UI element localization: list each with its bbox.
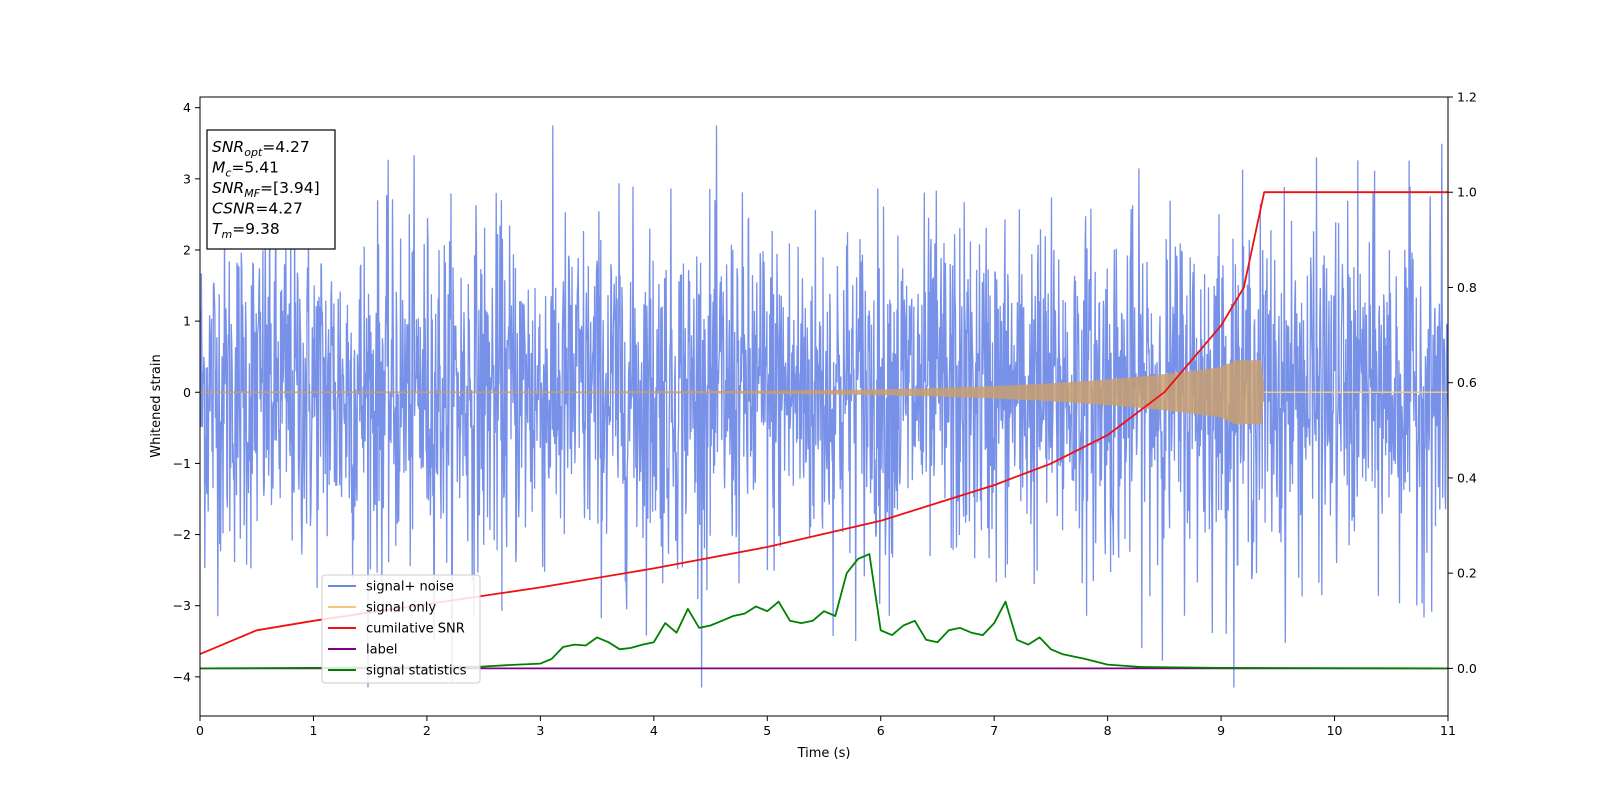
legend-label: label [366, 643, 397, 658]
y-tick-label: −1 [173, 456, 191, 471]
y2-tick-label: 0.6 [1457, 375, 1477, 390]
y-tick-label: 1 [183, 314, 191, 329]
series-signal-only-envelope [200, 360, 1265, 425]
y-tick-label: −2 [173, 527, 191, 542]
y2-tick-label: 0.4 [1457, 470, 1477, 485]
legend-items: signal+ noise signal only cumilative SNR la… [328, 580, 467, 679]
legend-label: signal statistics [366, 664, 467, 679]
y-tick-label: 3 [183, 171, 191, 186]
info-box-line: SNRMF=[3.94] [212, 179, 320, 200]
x-axis-label: Time (s) [797, 746, 851, 761]
x-tick-label: 1 [309, 723, 317, 738]
info-box-line: CSNR=4.27 [212, 200, 303, 218]
info-box-line: Mc=5.41 [212, 159, 279, 180]
y-tick-label: 0 [183, 385, 191, 400]
info-box-line: SNRopt=4.27 [212, 138, 310, 159]
info-box-frame [206, 129, 336, 250]
x-tick-label: 6 [877, 723, 885, 738]
x-tick-label: 4 [650, 723, 658, 738]
y-tick-label: −3 [173, 598, 191, 613]
series-signal-statistics [200, 553, 1448, 670]
info-box-line: Tm=9.38 [212, 220, 280, 241]
y2-tick-label: 0.2 [1457, 566, 1477, 581]
y2-tick-label: 1.0 [1457, 185, 1477, 200]
axes: 0 1 2 3 4 5 6 7 8 9 10 11 −4 −3 −2 −1 0 1 2 3 4 0.0 0.2 0.4 0.6 0… [173, 90, 1477, 739]
x-tick-label: 9 [1217, 723, 1225, 738]
y2-tick-label: 1.2 [1457, 90, 1477, 105]
y2-tick-label: 0.8 [1457, 280, 1477, 295]
y-axis-label: Whitened strain [149, 354, 164, 457]
legend-label: cumilative SNR [366, 622, 465, 637]
x-tick-label: 10 [1327, 723, 1343, 738]
x-tick-label: 0 [196, 723, 204, 738]
x-tick-label: 11 [1440, 723, 1456, 738]
y-tick-label: 2 [183, 242, 191, 257]
y2-tick-label: 0.0 [1457, 661, 1477, 676]
axes-frame [199, 96, 1449, 717]
x-tick-label: 2 [423, 723, 431, 738]
x-tick-label: 7 [990, 723, 998, 738]
x-tick-label: 5 [763, 723, 771, 738]
y-tick-label: 4 [183, 100, 191, 115]
legend-label: signal only [366, 601, 436, 616]
x-tick-label: 8 [1104, 723, 1112, 738]
x-tick-label: 3 [536, 723, 544, 738]
legend-label: signal+ noise [366, 580, 454, 595]
legend-frame [321, 574, 481, 684]
legend[interactable]: signal+ noise signal only cumilative SNR la… [321, 574, 481, 684]
y-tick-label: −4 [173, 669, 191, 684]
